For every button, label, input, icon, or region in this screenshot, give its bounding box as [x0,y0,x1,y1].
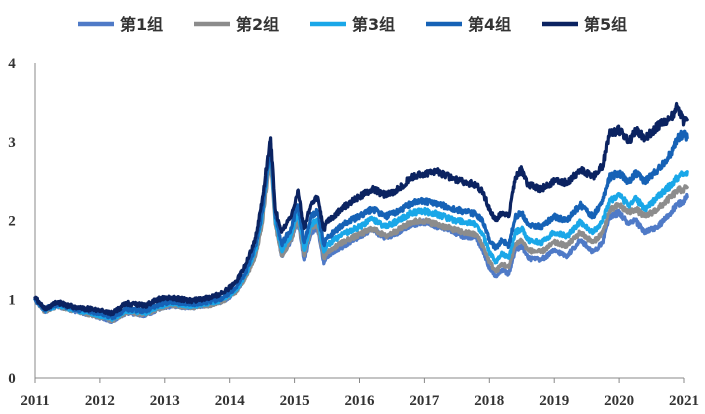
legend-label-2: 第2组 [236,15,279,34]
plot-area [33,101,689,324]
y-axis: 0 1 2 3 4 [8,56,36,387]
series-line-4 [33,129,689,321]
series-line-2 [33,157,689,324]
x-tick-label: 2012 [85,393,115,409]
y-tick-label: 0 [8,371,16,387]
legend-label-4: 第4组 [468,15,511,34]
legend-label-5: 第5组 [584,15,627,34]
x-tick-label: 2021 [669,393,699,409]
x-tick-label: 2013 [150,393,180,409]
legend-label-1: 第1组 [120,15,163,34]
y-tick-label: 2 [8,214,16,230]
x-tick-label: 2017 [409,393,440,409]
series-line-5 [33,101,689,317]
y-tick-label: 4 [8,56,16,72]
y-tick-label: 3 [8,135,16,151]
x-tick-label: 2019 [539,393,569,409]
y-tick-label: 1 [8,292,16,308]
x-tick-label: 2015 [280,393,310,409]
legend: 第1组 第2组 第3组 第4组 第5组 [78,15,627,34]
x-axis: 2011 2012 2013 2014 2015 2016 2017 2018 2019 2020… [20,377,699,409]
x-tick-label: 2018 [474,393,504,409]
x-tick-label: 2014 [215,393,246,409]
legend-label-3: 第3组 [352,15,395,34]
x-tick-label: 2011 [20,393,49,409]
x-tick-label: 2016 [345,393,376,409]
x-tick-label: 2020 [604,393,634,409]
